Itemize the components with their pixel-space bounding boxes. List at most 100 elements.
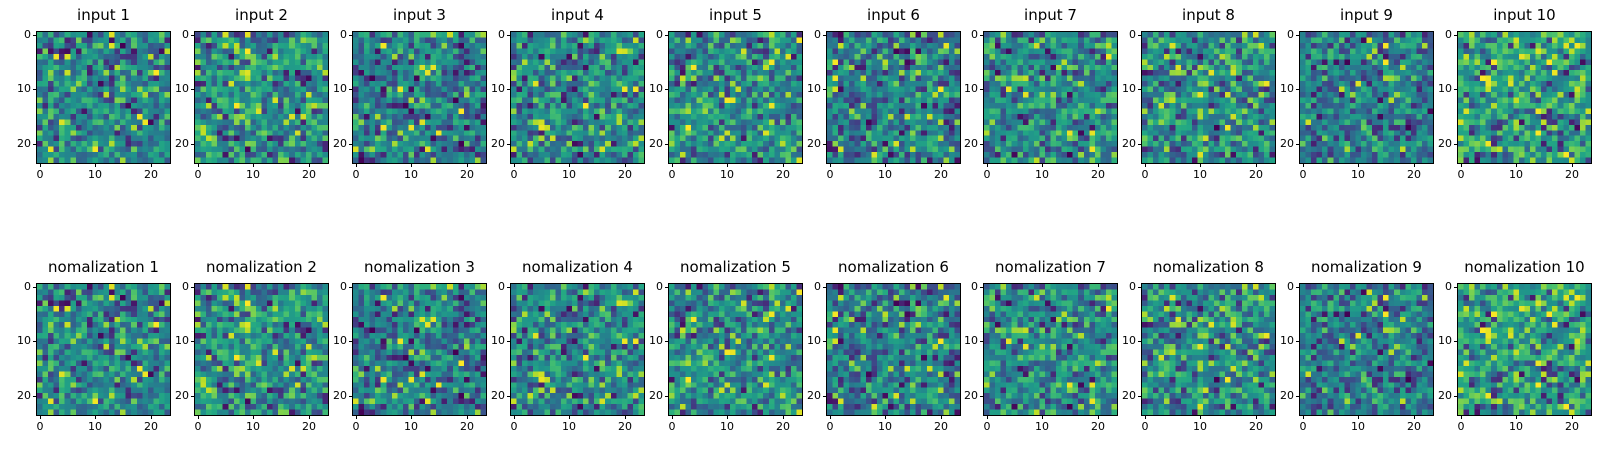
y-tick-mark (349, 89, 353, 90)
y-tick-mark (349, 341, 353, 342)
y-tick-label: 0 (656, 28, 663, 41)
y-tick-mark (191, 341, 195, 342)
heatmap-canvas (195, 32, 328, 163)
x-tick-label: 10 (720, 420, 734, 433)
x-tick-mark (309, 163, 310, 167)
heatmap-panel: nomalization 8 0 10 20 0 10 20 (1105, 252, 1276, 449)
axes-border (352, 31, 487, 164)
panel-title: nomalization 1 (48, 258, 159, 276)
x-tick-label: 10 (1035, 420, 1049, 433)
x-tick-label: 0 (510, 168, 518, 181)
y-tick-label: 20 (1122, 137, 1136, 150)
y-tick-label: 20 (1438, 137, 1452, 150)
x-tick-mark (1461, 415, 1462, 419)
x-tick-label: 10 (1509, 168, 1523, 181)
y-tick-label: 10 (964, 82, 978, 95)
x-tick-mark (514, 415, 515, 419)
axes-border (983, 283, 1118, 416)
y-tick-label: 0 (656, 280, 663, 293)
y-tick-mark (1138, 35, 1142, 36)
y-tick-label: 0 (814, 280, 821, 293)
x-tick-mark (309, 415, 310, 419)
y-tick-mark (191, 35, 195, 36)
y-tick-mark (33, 287, 37, 288)
x-tick-mark (830, 163, 831, 167)
panel-title: input 2 (235, 6, 288, 24)
y-tick-label: 20 (333, 389, 347, 402)
x-tick-label: 0 (826, 420, 834, 433)
x-tick-label: 0 (36, 168, 44, 181)
y-tick-mark (980, 287, 984, 288)
x-tick-mark (1414, 415, 1415, 419)
y-tick-label: 20 (1122, 389, 1136, 402)
x-tick-label: 10 (404, 168, 418, 181)
x-tick-mark (885, 415, 886, 419)
y-tick-label: 10 (649, 82, 663, 95)
heatmap-canvas (37, 32, 170, 163)
y-tick-mark (507, 341, 511, 342)
x-tick-label: 0 (194, 420, 202, 433)
y-tick-mark (349, 396, 353, 397)
y-tick-mark (507, 35, 511, 36)
axes-border (1141, 283, 1276, 416)
y-tick-mark (823, 287, 827, 288)
x-tick-label: 0 (36, 420, 44, 433)
axes-border (352, 283, 487, 416)
heatmap-canvas (1142, 32, 1275, 163)
x-tick-mark (1256, 163, 1257, 167)
y-tick-mark (1454, 396, 1458, 397)
y-tick-label: 0 (971, 28, 978, 41)
y-tick-mark (1138, 287, 1142, 288)
axes-border (36, 31, 171, 164)
x-tick-label: 0 (1141, 420, 1149, 433)
axes-border (510, 31, 645, 164)
x-tick-label: 0 (510, 420, 518, 433)
y-tick-mark (823, 144, 827, 145)
x-tick-mark (1145, 163, 1146, 167)
y-tick-mark (507, 396, 511, 397)
y-tick-label: 10 (1122, 334, 1136, 347)
y-tick-label: 0 (340, 280, 347, 293)
y-tick-label: 20 (491, 137, 505, 150)
x-tick-label: 20 (302, 168, 316, 181)
y-tick-mark (980, 89, 984, 90)
x-tick-label: 20 (776, 168, 790, 181)
x-tick-mark (783, 415, 784, 419)
x-tick-mark (95, 415, 96, 419)
y-tick-label: 20 (1438, 389, 1452, 402)
row-nomalization: nomalization 1 0 10 20 0 10 20 nomalization 2… (0, 252, 1598, 449)
x-tick-label: 0 (1457, 420, 1465, 433)
x-tick-label: 10 (1035, 168, 1049, 181)
y-tick-mark (33, 396, 37, 397)
heatmap-panel: nomalization 5 0 10 20 0 10 20 (632, 252, 803, 449)
x-tick-label: 0 (983, 168, 991, 181)
y-tick-mark (665, 144, 669, 145)
y-tick-label: 10 (175, 334, 189, 347)
x-tick-label: 0 (352, 420, 360, 433)
y-tick-mark (1138, 341, 1142, 342)
axes-border (1457, 283, 1592, 416)
y-tick-label: 10 (17, 334, 31, 347)
y-tick-label: 20 (175, 389, 189, 402)
y-tick-mark (665, 341, 669, 342)
panel-title: input 5 (709, 6, 762, 24)
y-tick-label: 10 (175, 82, 189, 95)
y-tick-mark (665, 396, 669, 397)
heatmap-canvas (669, 32, 802, 163)
x-tick-mark (40, 415, 41, 419)
y-tick-mark (980, 144, 984, 145)
axes-border (826, 31, 961, 164)
x-tick-mark (1098, 163, 1099, 167)
x-tick-label: 10 (878, 420, 892, 433)
heatmap-canvas (37, 284, 170, 415)
y-tick-label: 10 (491, 82, 505, 95)
y-tick-mark (1296, 396, 1300, 397)
x-tick-label: 0 (826, 168, 834, 181)
y-tick-label: 20 (964, 389, 978, 402)
axes-border (826, 283, 961, 416)
x-tick-label: 20 (144, 168, 158, 181)
axes-border (510, 283, 645, 416)
y-tick-label: 20 (1280, 389, 1294, 402)
x-tick-mark (253, 163, 254, 167)
